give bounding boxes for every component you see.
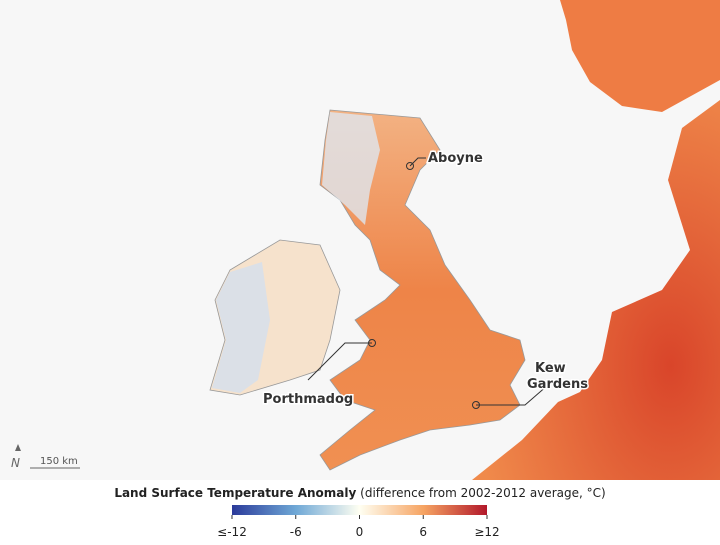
tick-label: ≥12 [474,525,499,539]
legend-heading: Land Surface Temperature Anomaly (differ… [114,486,605,500]
legend-subtitle: (difference from 2002-2012 average, °C) [360,486,606,500]
west-scotland [322,112,380,225]
tick-label: ≤-12 [217,525,247,539]
colorbar [232,505,487,515]
place-label: Kew [535,361,566,376]
scale-label: 150 km [40,456,78,467]
norway [560,0,720,112]
legend-title: Land Surface Temperature Anomaly [114,486,356,500]
place-label: Gardens [527,377,588,392]
svg-text:N: N [11,456,20,470]
great-britain [319,109,526,471]
west-ireland [212,262,270,393]
north-arrow: N [11,444,21,470]
place-label: Porthmadog [263,392,353,407]
place-label: Aboyne [428,151,483,166]
continent [472,100,720,480]
tick-label: -6 [290,525,302,539]
tick-label: 0 [356,525,364,539]
tick-label: 6 [419,525,427,539]
leaders [307,157,549,409]
